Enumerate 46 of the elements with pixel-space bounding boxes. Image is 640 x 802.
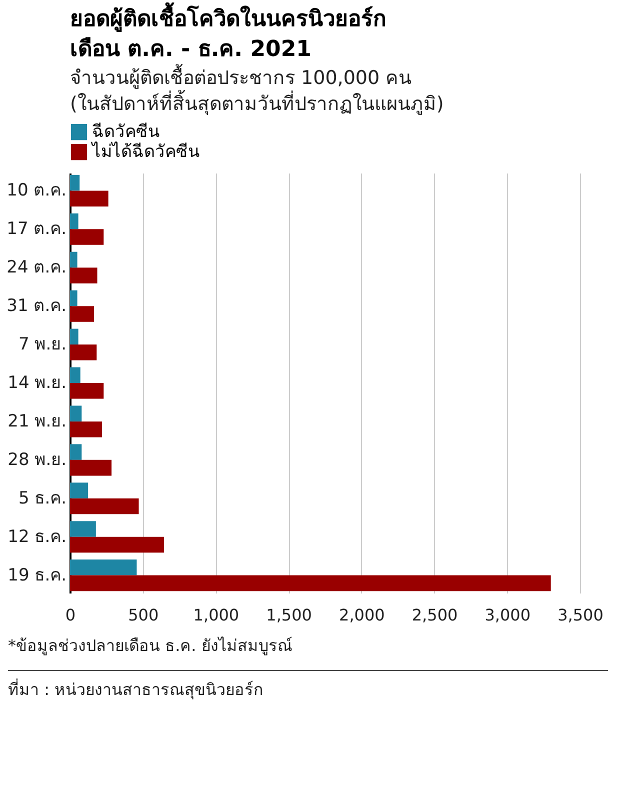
bar (70, 560, 137, 576)
x-tick-label: 2,000 (339, 606, 385, 624)
bar (70, 406, 82, 422)
bar (70, 575, 551, 592)
text: เดือน ต.ค. - ธ.ค. 2021 (70, 37, 312, 62)
bar (70, 344, 97, 360)
bar (70, 536, 164, 553)
bar (70, 229, 104, 245)
y-tick-label: 31 ต.ค. (6, 296, 66, 316)
bar (70, 444, 82, 460)
x-tick-label: 1,500 (266, 606, 312, 624)
x-tick-label: 0 (65, 606, 76, 624)
x-tick-label: 1,000 (193, 606, 240, 624)
y-tick-label: 24 ต.ค. (6, 258, 66, 278)
y-tick-label: 28 พ.ย. (8, 450, 66, 470)
x-tick-label: 500 (128, 606, 159, 624)
bar (70, 268, 98, 284)
y-tick-label: 12 ธ.ค. (8, 526, 66, 547)
bar (70, 213, 78, 230)
text: ที่มา : หน่วยงานสาธารณสุขนิวยอร์ก (8, 670, 608, 702)
y-tick-label: 17 ต.ค. (6, 219, 66, 240)
bar (70, 498, 139, 514)
bar (70, 174, 80, 191)
bar (70, 290, 78, 306)
bar (70, 367, 80, 383)
y-tick-label: 19 ธ.ค. (8, 565, 66, 586)
bar (70, 421, 102, 438)
text: *ข้อมูลช่วงปลายเดือน ธ.ค. ยังไม่สมบูรณ์ (8, 635, 294, 658)
y-tick-label: 14 พ.ย. (8, 373, 66, 393)
bar (70, 460, 112, 476)
legend-label: ไม่ได้ฉีดวัคซีน (90, 141, 200, 162)
bar (70, 252, 78, 268)
y-tick-label: 21 พ.ย. (8, 411, 66, 432)
bar (70, 383, 104, 399)
x-tick-label: 3,500 (558, 606, 604, 624)
y-tick-label: 7 พ.ย. (18, 334, 66, 355)
bar (70, 328, 78, 345)
bar (70, 306, 94, 322)
bar (70, 521, 96, 537)
bar (70, 190, 108, 206)
y-tick-label: 5 ธ.ค. (18, 488, 66, 508)
bar (70, 482, 88, 498)
x-tick-label: 2,500 (412, 606, 458, 624)
y-tick-label: 10 ต.ค. (6, 180, 66, 201)
x-tick-label: 3,000 (484, 606, 531, 624)
legend-label: ฉีดวัคซีน (92, 122, 160, 142)
